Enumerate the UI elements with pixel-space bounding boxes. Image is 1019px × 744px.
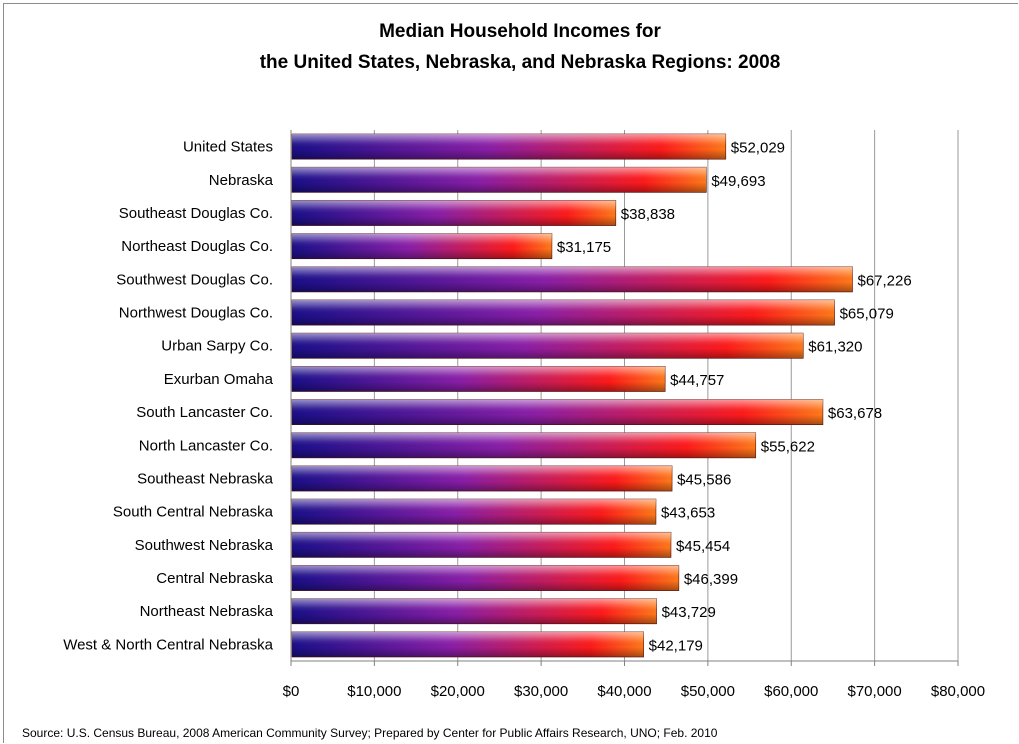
data-label: $31,175 xyxy=(557,239,611,256)
bars xyxy=(291,133,853,658)
data-label: $65,079 xyxy=(840,306,894,323)
category-label: West & North Central Nebraska xyxy=(63,636,273,653)
x-tick-label: $10,000 xyxy=(347,683,401,700)
bar xyxy=(291,200,617,226)
category-label: North Lancaster Co. xyxy=(139,437,273,454)
bar-shine xyxy=(292,167,707,193)
data-label: $63,678 xyxy=(828,405,882,422)
category-label: Northeast Nebraska xyxy=(140,603,274,620)
bar-shine xyxy=(292,499,656,525)
data-label: $49,693 xyxy=(711,173,765,190)
bar-shine xyxy=(292,333,804,359)
bar xyxy=(291,498,657,525)
data-label: $67,226 xyxy=(857,272,911,289)
category-labels: United States Nebraska Southeast Douglas C… xyxy=(63,139,273,654)
bar-shine xyxy=(292,399,823,425)
bar-shine xyxy=(292,299,835,326)
data-label: $42,179 xyxy=(649,637,703,654)
chart-title-line-1: Median Household Incomes for xyxy=(379,21,661,42)
bar xyxy=(291,631,644,658)
x-tick-label: $40,000 xyxy=(597,683,651,700)
bar xyxy=(291,166,707,193)
bar-shine xyxy=(292,366,666,392)
data-label: $61,320 xyxy=(808,339,862,356)
data-label: $55,622 xyxy=(761,438,815,455)
bar xyxy=(291,565,680,591)
bar xyxy=(291,399,824,426)
bar xyxy=(291,465,673,492)
bar-shine xyxy=(292,565,679,591)
category-label: Northeast Douglas Co. xyxy=(121,238,273,255)
category-label: Southwest Nebraska xyxy=(135,537,274,554)
data-label: $52,029 xyxy=(731,140,785,157)
data-label: $44,757 xyxy=(670,372,724,389)
x-tick-label: $70,000 xyxy=(848,683,902,700)
data-label: $45,454 xyxy=(676,538,730,555)
chart-title-line-2: the United States, Nebraska, and Nebrask… xyxy=(260,52,781,73)
bar-shine xyxy=(292,631,644,658)
bar xyxy=(291,598,657,625)
data-label: $38,838 xyxy=(621,206,675,223)
bar-shine xyxy=(292,432,756,458)
category-label: Central Nebraska xyxy=(156,570,273,587)
data-label: $46,399 xyxy=(684,571,738,588)
bar-shine xyxy=(292,133,726,160)
x-tick-label: $20,000 xyxy=(431,683,485,700)
category-label: South Central Nebraska xyxy=(113,504,274,521)
bar xyxy=(291,266,853,293)
category-label: Southwest Douglas Co. xyxy=(116,271,273,288)
bar-shine xyxy=(292,266,853,292)
chart-frame xyxy=(3,3,1018,743)
data-label: $45,586 xyxy=(677,471,731,488)
category-label: United States xyxy=(183,139,273,156)
x-tick-label: $0 xyxy=(283,683,300,700)
bar xyxy=(291,432,757,459)
x-tick-label: $60,000 xyxy=(764,683,818,700)
data-label: $43,653 xyxy=(661,505,715,522)
bar xyxy=(291,299,835,326)
bar-shine xyxy=(292,465,673,492)
category-label: Nebraska xyxy=(209,172,274,189)
category-label: South Lancaster Co. xyxy=(136,404,273,421)
bar-shine xyxy=(292,532,671,558)
bar xyxy=(291,133,727,160)
bar xyxy=(291,365,666,392)
category-label: Exurban Omaha xyxy=(164,371,274,388)
bar-shine xyxy=(292,200,616,226)
category-label: Southeast Nebraska xyxy=(137,470,274,487)
bar xyxy=(291,332,804,359)
category-label: Southeast Douglas Co. xyxy=(119,205,273,222)
data-labels: $52,029 $49,693 $38,838 $31,175 $67,226 $65,0… xyxy=(557,140,912,655)
source-note: Source: U.S. Census Bureau, 2008 America… xyxy=(22,726,718,740)
x-tick-label: $80,000 xyxy=(931,683,985,700)
bar xyxy=(291,233,553,260)
category-label: Northwest Douglas Co. xyxy=(119,305,273,322)
category-label: Urban Sarpy Co. xyxy=(161,338,273,355)
x-tick-label: $50,000 xyxy=(681,683,735,700)
bar-shine xyxy=(292,598,657,624)
x-axis-tick-labels: $0 $10,000 $20,000 $30,000 $40,000 $50,000 $60… xyxy=(283,683,985,700)
bar-shine xyxy=(292,233,552,259)
data-label: $43,729 xyxy=(662,604,716,621)
x-tick-label: $30,000 xyxy=(514,683,568,700)
bar xyxy=(291,531,672,558)
